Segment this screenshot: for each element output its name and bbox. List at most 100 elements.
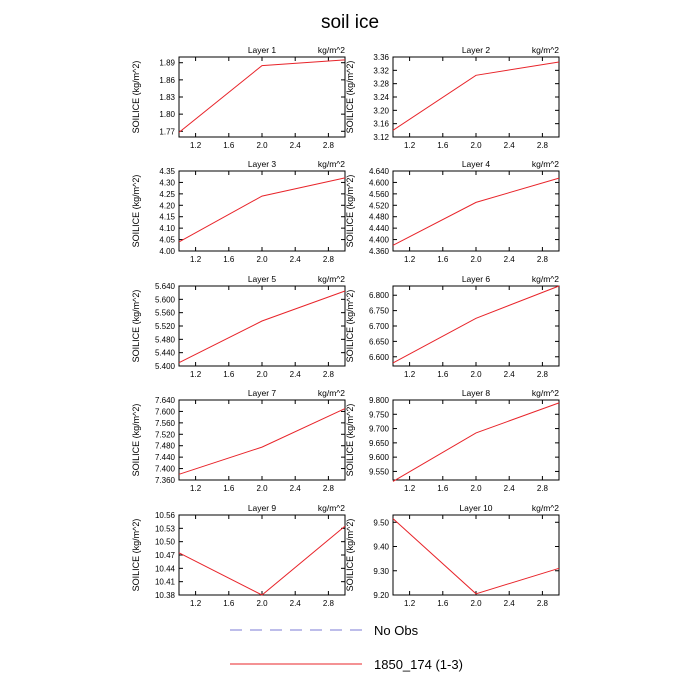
y-tick-label: 5.400 xyxy=(155,362,176,371)
y-tick-label: 5.520 xyxy=(155,322,176,331)
y-tick-label: 4.520 xyxy=(369,201,390,210)
panel-units: kg/m^2 xyxy=(532,45,559,55)
x-tick-label: 1.2 xyxy=(404,370,416,379)
x-tick-label: 2.4 xyxy=(504,370,516,379)
x-tick-label: 2.8 xyxy=(323,484,335,493)
y-tick-label: 6.650 xyxy=(369,337,390,346)
x-tick-label: 2.8 xyxy=(323,599,335,608)
y-tick-label: 5.440 xyxy=(155,349,176,358)
y-tick-label: 3.32 xyxy=(373,66,389,75)
y-tick-label: 9.550 xyxy=(369,467,390,476)
panel-title: Layer 9 xyxy=(248,503,277,513)
series-line xyxy=(178,290,346,364)
y-tick-label: 9.650 xyxy=(369,439,390,448)
x-tick-label: 1.2 xyxy=(404,255,416,264)
x-tick-label: 2.4 xyxy=(290,599,302,608)
y-tick-label: 4.10 xyxy=(159,224,175,233)
plot-frame xyxy=(178,514,346,596)
x-tick-label: 1.2 xyxy=(190,141,202,150)
x-tick-label: 2.0 xyxy=(470,599,482,608)
y-axis-label: SOILICE (kg/m^2) xyxy=(345,519,355,592)
panel-layer-3: Layer 3 kg/m^2 SOILICE (kg/m^2) 4.00 4.05 4.1… xyxy=(131,159,346,264)
y-tick-label: 4.640 xyxy=(369,167,390,176)
y-tick-label: 7.640 xyxy=(155,396,176,405)
y-tick-label: 9.30 xyxy=(373,567,389,576)
y-tick-label: 10.38 xyxy=(155,591,176,600)
y-tick-label: 4.15 xyxy=(159,213,175,222)
x-tick-label: 2.4 xyxy=(504,255,516,264)
x-tick-label: 2.0 xyxy=(256,141,268,150)
series-line xyxy=(392,402,560,482)
panel-title: Layer 3 xyxy=(248,159,277,169)
y-tick-label: 4.30 xyxy=(159,178,175,187)
x-tick-label: 2.8 xyxy=(537,255,549,264)
y-tick-label: 3.16 xyxy=(373,120,389,129)
y-tick-label: 9.700 xyxy=(369,425,390,434)
x-tick-label: 2.8 xyxy=(323,370,335,379)
panel-title: Layer 10 xyxy=(459,503,492,513)
panel-units: kg/m^2 xyxy=(318,274,345,284)
y-tick-label: 1.86 xyxy=(159,76,175,85)
x-tick-label: 2.0 xyxy=(470,484,482,493)
panel-layer-10: Layer 10 kg/m^2 SOILICE (kg/m^2) 9.20 9.30 9.… xyxy=(345,503,560,608)
y-tick-label: 4.05 xyxy=(159,236,175,245)
y-axis-label: SOILICE (kg/m^2) xyxy=(131,290,141,363)
y-tick-label: 6.600 xyxy=(369,353,390,362)
x-tick-label: 2.4 xyxy=(290,370,302,379)
chart-title: soil ice xyxy=(321,12,379,33)
x-tick-label: 2.8 xyxy=(537,599,549,608)
y-tick-label: 4.480 xyxy=(369,213,390,222)
x-tick-label: 1.6 xyxy=(437,141,449,150)
series-line xyxy=(178,59,346,133)
x-tick-label: 1.6 xyxy=(223,255,235,264)
y-tick-label: 5.600 xyxy=(155,295,176,304)
series-line xyxy=(178,525,346,596)
y-tick-label: 4.440 xyxy=(369,224,390,233)
x-tick-label: 2.0 xyxy=(470,141,482,150)
y-tick-label: 1.83 xyxy=(159,93,175,102)
y-tick-label: 3.20 xyxy=(373,106,389,115)
y-tick-label: 3.12 xyxy=(373,133,389,142)
series-line xyxy=(392,518,560,595)
plot-frame xyxy=(178,285,346,367)
x-tick-label: 2.0 xyxy=(256,370,268,379)
y-tick-label: 10.56 xyxy=(155,511,176,520)
x-tick-label: 1.2 xyxy=(190,255,202,264)
plot-frame xyxy=(178,56,346,138)
panel-title: Layer 8 xyxy=(462,388,491,398)
y-axis-label: SOILICE (kg/m^2) xyxy=(131,61,141,134)
panel-units: kg/m^2 xyxy=(532,503,559,513)
y-tick-label: 9.750 xyxy=(369,410,390,419)
panel-units: kg/m^2 xyxy=(532,388,559,398)
y-tick-label: 4.560 xyxy=(369,190,390,199)
legend-label-no-obs: No Obs xyxy=(374,623,419,638)
x-tick-label: 2.0 xyxy=(470,370,482,379)
panel-units: kg/m^2 xyxy=(532,159,559,169)
x-tick-label: 1.6 xyxy=(437,370,449,379)
panel-layer-9: Layer 9 kg/m^2 SOILICE (kg/m^2) 10.38 10.41 1… xyxy=(131,503,346,608)
panel-title: Layer 7 xyxy=(248,388,277,398)
x-tick-label: 2.4 xyxy=(504,599,516,608)
x-tick-label: 1.2 xyxy=(190,370,202,379)
y-tick-label: 10.47 xyxy=(155,551,176,560)
x-tick-label: 1.6 xyxy=(437,599,449,608)
x-tick-label: 1.6 xyxy=(223,370,235,379)
x-tick-label: 2.0 xyxy=(256,484,268,493)
plot-frame xyxy=(392,514,560,596)
y-axis-label: SOILICE (kg/m^2) xyxy=(345,290,355,363)
x-tick-label: 1.2 xyxy=(190,484,202,493)
x-tick-label: 2.4 xyxy=(290,484,302,493)
plot-frame xyxy=(178,399,346,481)
y-tick-label: 4.25 xyxy=(159,190,175,199)
y-axis-label: SOILICE (kg/m^2) xyxy=(131,519,141,592)
x-tick-label: 1.2 xyxy=(404,141,416,150)
y-tick-label: 3.36 xyxy=(373,53,389,62)
x-tick-label: 1.6 xyxy=(437,255,449,264)
x-tick-label: 1.2 xyxy=(404,484,416,493)
y-tick-label: 5.560 xyxy=(155,309,176,318)
y-tick-label: 4.35 xyxy=(159,167,175,176)
y-axis-label: SOILICE (kg/m^2) xyxy=(131,404,141,477)
panel-units: kg/m^2 xyxy=(318,159,345,169)
x-tick-label: 2.0 xyxy=(256,599,268,608)
